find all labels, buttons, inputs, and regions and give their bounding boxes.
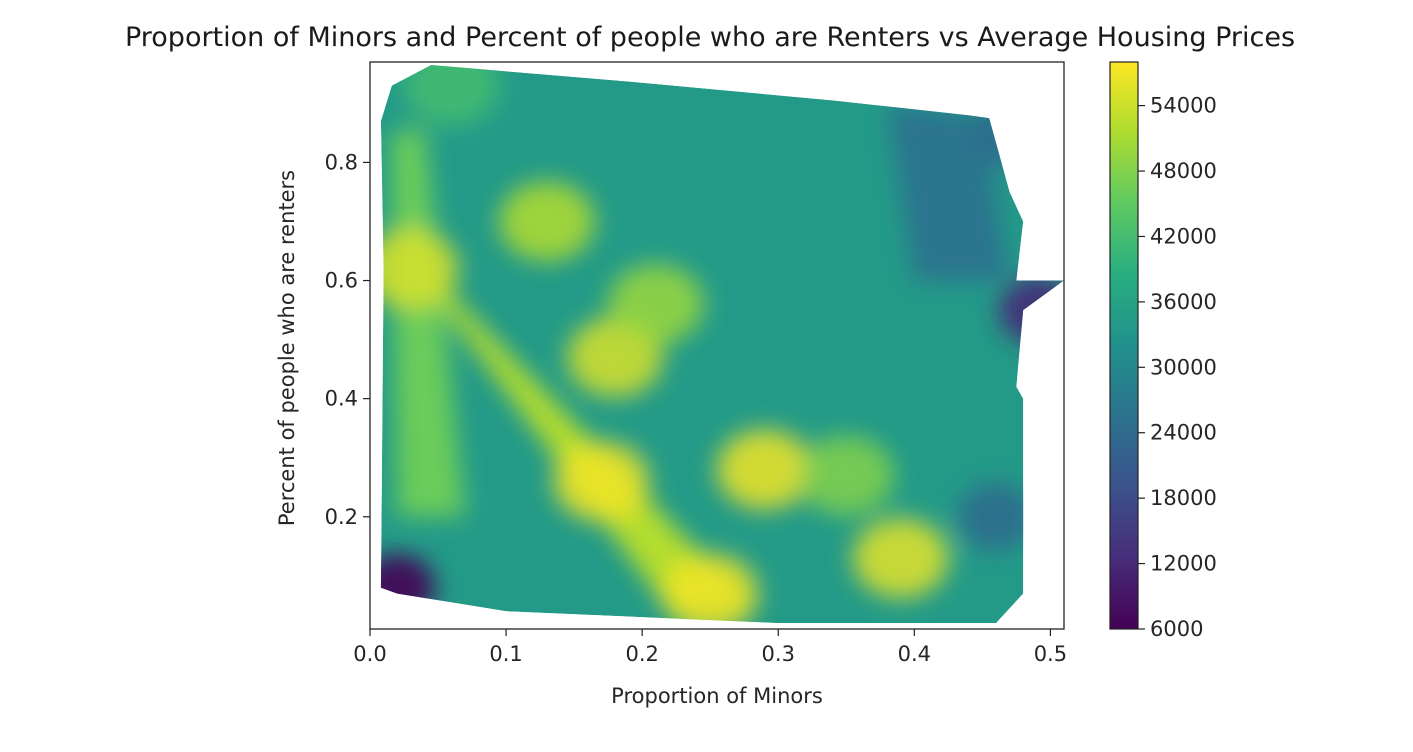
x-tick-label: 0.1 bbox=[489, 642, 522, 666]
x-axis-label: Proportion of Minors bbox=[611, 684, 823, 708]
contour-region bbox=[380, 65, 1064, 624]
colorbar-tick-label: 18000 bbox=[1150, 486, 1217, 510]
y-tick-label: 0.4 bbox=[325, 387, 358, 411]
plot-frame bbox=[369, 61, 1065, 630]
y-tick-label: 0.6 bbox=[325, 269, 358, 293]
x-tick-label: 0.4 bbox=[898, 642, 931, 666]
contour-blobs bbox=[380, 65, 1064, 624]
contour-peak bbox=[798, 435, 895, 516]
contour-trough bbox=[971, 98, 1048, 167]
colorbar-tick-label: 54000 bbox=[1150, 94, 1217, 118]
colorbar: 6000 12000 18000 24000 30000 36000 42000 48000 5… bbox=[1109, 61, 1217, 641]
y-axis: 0.2 0.4 0.6 0.8 bbox=[325, 150, 370, 529]
contour-ridge-left bbox=[390, 126, 466, 517]
colorbar-tick-label: 42000 bbox=[1150, 224, 1217, 248]
colorbar-tick-label: 36000 bbox=[1150, 290, 1217, 314]
colorbar-tick-label: 6000 bbox=[1150, 617, 1203, 641]
x-tick-label: 0.2 bbox=[625, 642, 658, 666]
contour-peak bbox=[553, 441, 650, 522]
colorbar-tick-label: 48000 bbox=[1150, 159, 1217, 183]
chart-title: Proportion of Minors and Percent of peop… bbox=[125, 22, 1295, 53]
contour-peak bbox=[498, 181, 595, 262]
colorbar-tick-label: 24000 bbox=[1150, 421, 1217, 445]
contour-ridge bbox=[397, 245, 752, 612]
contour-peak bbox=[403, 65, 500, 126]
contour-peak bbox=[662, 553, 759, 624]
colorbar-tick-label: 12000 bbox=[1150, 552, 1217, 576]
contour-peak bbox=[716, 429, 813, 510]
contour-trough bbox=[957, 482, 1034, 551]
contour-peak bbox=[380, 228, 459, 309]
colorbar-gradient bbox=[1109, 61, 1139, 630]
colorbar-ticks: 6000 12000 18000 24000 30000 36000 42000 48000 5… bbox=[1138, 94, 1217, 641]
contour-peak bbox=[607, 264, 704, 345]
contour-fill bbox=[380, 65, 1064, 624]
plot-area bbox=[369, 61, 1065, 630]
colorbar-tick-label: 30000 bbox=[1150, 355, 1217, 379]
x-tick-label: 0.5 bbox=[1034, 642, 1067, 666]
contour-peak bbox=[852, 518, 949, 599]
y-axis-label: Percent of people who are renters bbox=[275, 170, 299, 526]
x-tick-label: 0.3 bbox=[762, 642, 795, 666]
y-tick-label: 0.2 bbox=[325, 505, 358, 529]
y-tick-label: 0.8 bbox=[325, 150, 358, 174]
x-tick-label: 0.0 bbox=[353, 642, 386, 666]
x-axis: 0.0 0.1 0.2 0.3 0.4 0.5 bbox=[353, 629, 1067, 666]
